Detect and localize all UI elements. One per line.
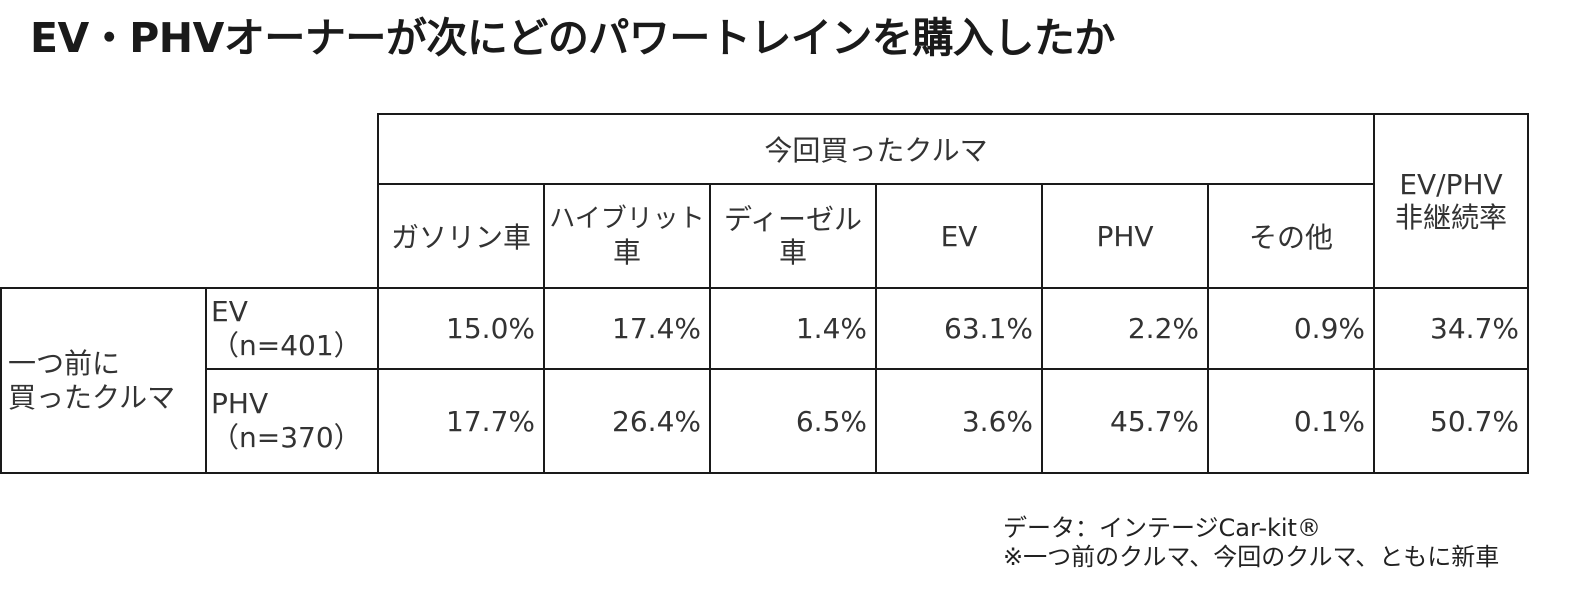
table-cell: 1.4% xyxy=(795,312,867,345)
column-header-label: 車 xyxy=(612,236,641,269)
group-header: 今回買ったクルマ xyxy=(764,134,988,167)
table-rule xyxy=(1527,113,1529,474)
table-rule xyxy=(0,287,1529,289)
row-group-label-line: 買ったクルマ xyxy=(8,380,176,414)
column-header-label: PHV xyxy=(1096,219,1154,253)
column-header-label: ハイブリット xyxy=(549,204,705,234)
table-cell: 3.6% xyxy=(961,404,1033,438)
table-cell: 6.5% xyxy=(795,404,867,438)
table-cell: 15.0% xyxy=(446,312,535,345)
column-header-ev: EV xyxy=(877,185,1041,287)
side-header-line: EV/PHV xyxy=(1399,168,1503,201)
row-label-line: （n=370） xyxy=(211,421,362,454)
column-header-gasoline: ガソリン車 xyxy=(379,185,543,287)
table-rule xyxy=(1373,113,1375,474)
table-cell: 17.7% xyxy=(446,404,535,438)
column-header-label: EV xyxy=(940,219,978,253)
row-label-line: PHV xyxy=(211,387,269,420)
column-header-label: その他 xyxy=(1248,221,1333,254)
column-header-label: ガソリン車 xyxy=(390,221,531,254)
column-header-other: その他 xyxy=(1209,185,1373,287)
row-label-ev: EV （n=401） xyxy=(209,289,377,368)
column-header-label: ディーゼル xyxy=(723,203,863,236)
source-note: データ：インテージCar-kit® xyxy=(1003,514,1321,542)
column-header-label: 車 xyxy=(778,236,807,269)
table-rule xyxy=(377,113,1529,115)
table-rule xyxy=(0,287,2,474)
row-label-line: （n=401） xyxy=(211,328,362,362)
table-rule xyxy=(1041,183,1043,474)
table-cell-rate: 34.7% xyxy=(1430,312,1519,345)
table-rule xyxy=(377,113,379,474)
table-rule xyxy=(709,183,711,474)
table-rule xyxy=(875,183,877,474)
table-cell: 26.4% xyxy=(612,404,701,438)
side-header: EV/PHV 非継続率 xyxy=(1375,115,1527,287)
table-rule xyxy=(205,368,1529,370)
table-cell: 63.1% xyxy=(944,312,1033,345)
table-rule xyxy=(205,287,207,474)
row-label-phv: PHV （n=370） xyxy=(209,370,377,472)
table-cell: 45.7% xyxy=(1110,404,1199,438)
table-rule xyxy=(1207,183,1209,474)
table-cell: 2.2% xyxy=(1127,312,1199,345)
footnote: ※一つ前のクルマ、今回のクルマ、ともに新車 xyxy=(1003,543,1500,571)
row-group-label: 一つ前に 買ったクルマ xyxy=(4,289,205,472)
row-label-line: EV xyxy=(211,294,248,328)
table-rule xyxy=(0,472,1529,474)
side-header-line: 非継続率 xyxy=(1394,201,1507,234)
column-header-diesel: ディーゼル 車 xyxy=(711,185,875,287)
table-cell: 0.1% xyxy=(1293,404,1365,438)
table-cell: 0.9% xyxy=(1293,312,1365,345)
table-cell: 17.4% xyxy=(612,312,701,345)
column-header-hybrid: ハイブリット 車 xyxy=(545,185,709,287)
table-cell-rate: 50.7% xyxy=(1430,404,1519,438)
table-rule xyxy=(543,183,545,474)
column-header-phv: PHV xyxy=(1043,185,1207,287)
row-group-label-line: 一つ前に xyxy=(8,346,121,380)
page-title: EV・PHVオーナーが次にどのパワートレインを購入したか xyxy=(30,14,1115,62)
